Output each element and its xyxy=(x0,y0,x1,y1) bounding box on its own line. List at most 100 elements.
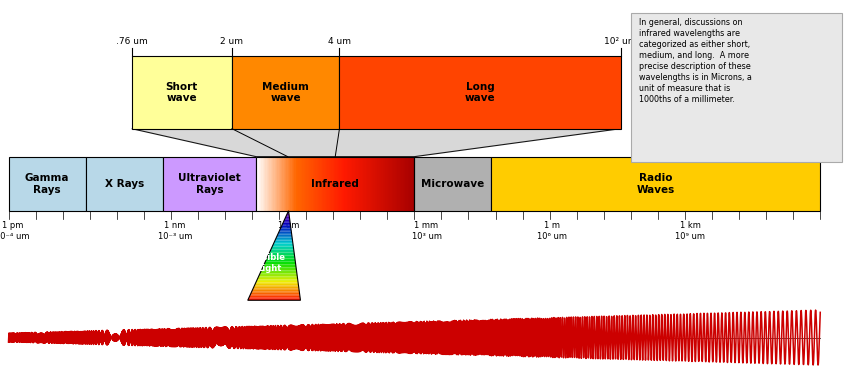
Polygon shape xyxy=(275,241,292,242)
Polygon shape xyxy=(258,276,298,278)
Bar xyxy=(380,157,382,211)
Polygon shape xyxy=(272,245,293,247)
Text: Radio
Waves: Radio Waves xyxy=(637,173,675,194)
Bar xyxy=(311,157,314,211)
Bar xyxy=(334,157,336,211)
Bar xyxy=(232,56,339,129)
Polygon shape xyxy=(249,296,300,297)
Bar xyxy=(132,56,232,129)
Bar xyxy=(351,157,354,211)
Bar xyxy=(329,157,331,211)
Bar xyxy=(256,157,414,211)
Bar xyxy=(375,157,377,211)
Bar xyxy=(298,157,300,211)
Bar xyxy=(327,157,330,211)
Bar xyxy=(339,157,342,211)
Bar xyxy=(303,157,304,211)
Bar xyxy=(360,157,362,211)
Bar xyxy=(313,157,315,211)
Polygon shape xyxy=(258,278,298,279)
Bar xyxy=(289,157,292,211)
Bar xyxy=(306,157,309,211)
Polygon shape xyxy=(267,257,295,258)
Text: 4 um: 4 um xyxy=(328,37,351,46)
Bar xyxy=(631,13,842,162)
Bar xyxy=(325,157,327,211)
Bar xyxy=(391,157,393,211)
Polygon shape xyxy=(281,224,291,226)
Bar xyxy=(344,157,347,211)
Bar xyxy=(366,157,368,211)
Text: Short
wave: Short wave xyxy=(166,82,198,103)
Bar xyxy=(297,157,299,211)
Bar xyxy=(305,157,307,211)
Polygon shape xyxy=(288,211,289,212)
Bar xyxy=(291,157,292,211)
Bar xyxy=(359,157,361,211)
Bar xyxy=(273,157,275,211)
Bar xyxy=(365,157,366,211)
Bar xyxy=(282,157,285,211)
Polygon shape xyxy=(261,269,297,270)
Bar xyxy=(404,157,406,211)
Bar xyxy=(342,157,344,211)
Bar xyxy=(320,157,321,211)
Text: 10² um: 10² um xyxy=(604,37,637,46)
Polygon shape xyxy=(276,236,292,238)
Bar xyxy=(337,157,338,211)
Polygon shape xyxy=(269,251,294,253)
Polygon shape xyxy=(273,244,293,245)
Polygon shape xyxy=(282,223,291,224)
Bar xyxy=(263,157,265,211)
Bar xyxy=(372,157,374,211)
Bar xyxy=(315,157,318,211)
Bar xyxy=(288,157,290,211)
Polygon shape xyxy=(132,129,620,157)
Polygon shape xyxy=(274,242,293,244)
Bar xyxy=(318,157,320,211)
Bar xyxy=(310,157,312,211)
Bar xyxy=(399,157,400,211)
Bar xyxy=(299,157,302,211)
Polygon shape xyxy=(260,272,297,273)
Bar xyxy=(397,157,400,211)
Bar xyxy=(389,157,392,211)
Bar xyxy=(414,157,491,211)
Bar xyxy=(377,157,380,211)
Bar xyxy=(272,157,274,211)
Polygon shape xyxy=(287,212,289,214)
Polygon shape xyxy=(269,253,294,254)
Bar xyxy=(348,157,350,211)
Bar xyxy=(341,157,343,211)
Bar xyxy=(400,157,402,211)
Bar xyxy=(281,157,283,211)
Text: 1 m
10⁶ um: 1 m 10⁶ um xyxy=(537,221,567,241)
Polygon shape xyxy=(262,267,297,269)
Bar xyxy=(382,157,385,211)
Bar xyxy=(361,157,364,211)
Bar xyxy=(260,157,262,211)
Polygon shape xyxy=(281,226,291,227)
Polygon shape xyxy=(280,227,291,229)
Bar xyxy=(371,157,373,211)
Polygon shape xyxy=(254,285,298,287)
Bar xyxy=(279,157,280,211)
Polygon shape xyxy=(256,281,298,282)
Polygon shape xyxy=(283,221,290,223)
Bar xyxy=(491,157,820,211)
Polygon shape xyxy=(263,266,296,267)
Polygon shape xyxy=(270,250,294,251)
Bar xyxy=(354,157,356,211)
Polygon shape xyxy=(286,215,289,217)
Polygon shape xyxy=(271,247,293,248)
Bar xyxy=(385,157,388,211)
Polygon shape xyxy=(268,256,295,257)
Text: 2 um: 2 um xyxy=(220,37,243,46)
Bar xyxy=(326,157,328,211)
Polygon shape xyxy=(271,248,294,250)
Text: 1 um: 1 um xyxy=(278,221,299,230)
Bar xyxy=(294,157,297,211)
Text: 1 nm
10⁻³ um: 1 nm 10⁻³ um xyxy=(158,221,192,241)
Bar xyxy=(162,157,256,211)
Bar xyxy=(301,157,303,211)
